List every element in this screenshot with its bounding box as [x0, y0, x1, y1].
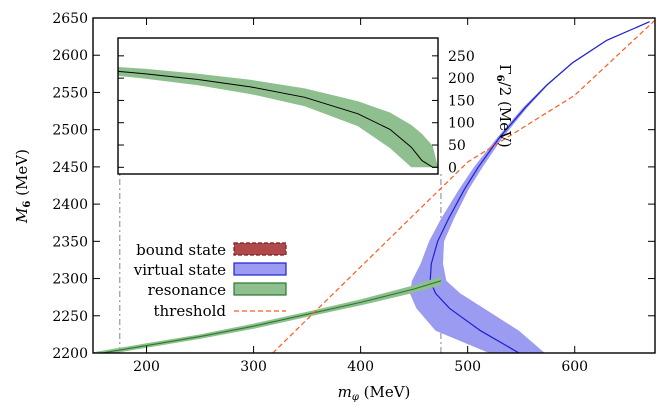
x-tick-label-2: 400	[347, 359, 374, 375]
y-tick-label-5: 2450	[52, 160, 88, 176]
x-tick-label-1: 300	[240, 359, 267, 375]
inset-data	[118, 67, 438, 168]
legend-entry-resonance: resonance	[148, 281, 287, 299]
inset-y-tick-label-0: 0	[448, 160, 457, 176]
x-axis-title: mφ (MeV)	[338, 383, 411, 403]
inset-y-tick-label-5: 250	[448, 49, 475, 65]
y-tick-label-0: 2200	[52, 346, 88, 362]
inset-background	[118, 38, 438, 174]
virtual-state-band	[409, 21, 650, 353]
inset-y-tick-label-4: 200	[448, 71, 475, 87]
x-tick-label-4: 600	[561, 359, 588, 375]
legend-label-bound-state: bound state	[136, 241, 226, 259]
legend-swatch-resonance	[233, 282, 287, 296]
legend-label-resonance: resonance	[148, 281, 226, 299]
inset-y-tick-label-1: 50	[448, 138, 466, 154]
inset-resonance-band	[118, 67, 438, 168]
inset-resonance-line	[118, 70, 438, 168]
legend-swatch-bound-state	[233, 242, 287, 256]
inset-y-tick-label-2: 100	[448, 116, 475, 132]
y-tick-label-9: 2650	[52, 11, 88, 27]
y-tick-label-8: 2600	[52, 48, 88, 64]
main-plot-area	[93, 19, 655, 353]
y-tick-label-1: 2250	[52, 309, 88, 325]
x-tick-label-0: 200	[133, 359, 160, 375]
y-tick-label-3: 2350	[52, 234, 88, 250]
y-axis-title: M6 (MeV)	[13, 149, 33, 224]
x-tick-label-3: 500	[454, 359, 481, 375]
inset-ticks: 0 50 100 150 200 250	[118, 49, 475, 176]
inset-y-axis-title: Γ6/2 (MeV)	[494, 64, 514, 148]
threshold-line	[272, 19, 655, 353]
main-frame	[92, 17, 656, 354]
inset-y-tick-label-3: 150	[448, 93, 475, 109]
y-tick-label-2: 2300	[52, 272, 88, 288]
legend-entry-threshold: threshold	[153, 302, 286, 320]
legend-label-threshold: threshold	[153, 302, 226, 320]
main-ticks: 200 300 400 500 6002200225023002350240024502…	[52, 11, 655, 375]
y-tick-label-7: 2550	[52, 85, 88, 101]
y-tick-label-4: 2400	[52, 197, 88, 213]
inset-frame	[117, 37, 439, 175]
legend-entry-virtual-state: virtual state	[133, 261, 287, 279]
virtual-state-line	[429, 21, 650, 353]
legend: bound state virtual state resonance thre…	[133, 241, 287, 320]
y-tick-label-6: 2500	[52, 123, 88, 139]
legend-entry-bound-state: bound state	[136, 241, 287, 259]
legend-swatch-virtual-state	[233, 262, 287, 276]
legend-label-virtual-state: virtual state	[133, 261, 226, 279]
inset-plot: 0 50 100 150 200 250 Γ6/2 (MeV)	[117, 37, 514, 176]
resonance-line	[98, 280, 442, 353]
